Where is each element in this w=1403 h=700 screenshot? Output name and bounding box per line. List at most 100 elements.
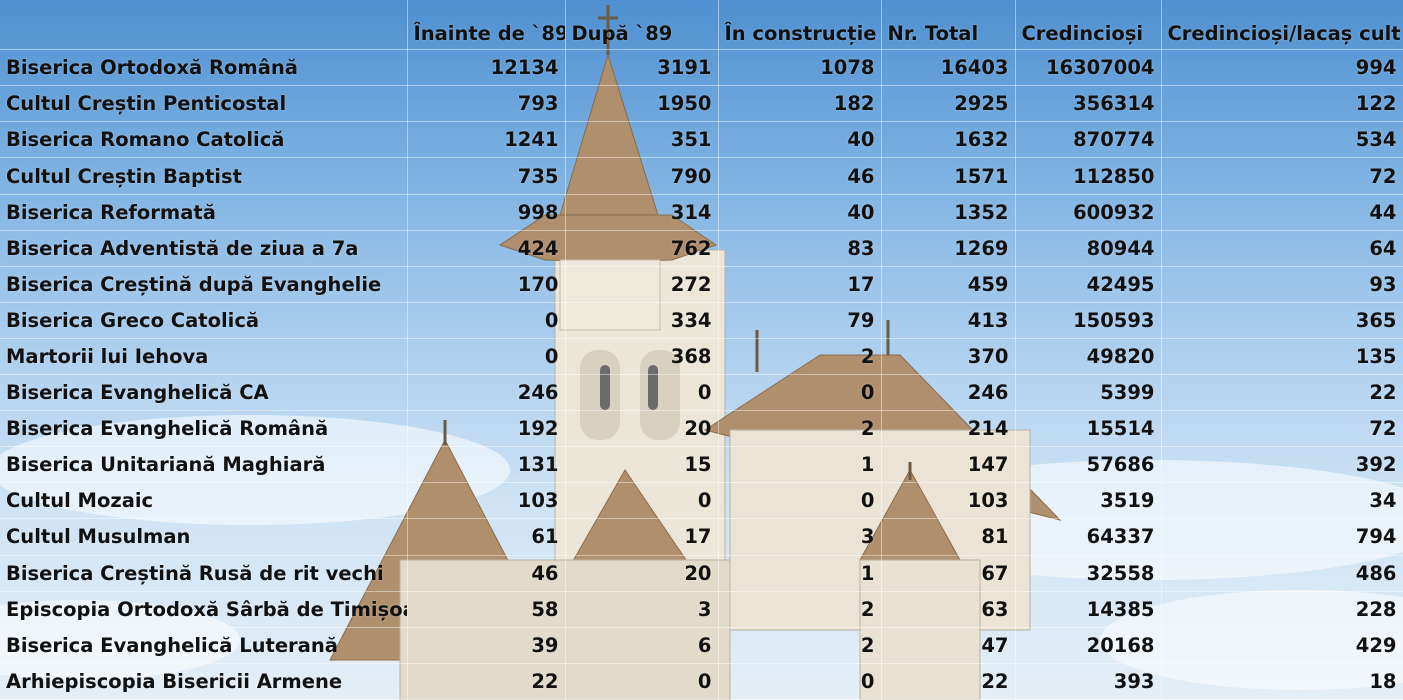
table-row: Biserica Ortodoxă Română 12134 3191 1078 164… <box>0 49 1403 87</box>
value-cell: 46 <box>718 157 882 195</box>
value-cell: 150593 <box>1015 302 1162 339</box>
value-cell: 735 <box>407 157 566 195</box>
denomination-name: Episcopia Ortodoxă Sârbă de Timișoara <box>0 591 408 628</box>
value-cell: 214 <box>881 410 1016 448</box>
denomination-name: Biserica Creștină Rusă de rit vechi <box>0 555 408 592</box>
value-cell: 351 <box>565 121 719 159</box>
value-cell: 334 <box>565 302 719 339</box>
value-cell: 42495 <box>1015 266 1162 303</box>
value-cell: 58 <box>407 591 566 628</box>
denomination-name: Cultul Creștin Baptist <box>0 157 408 195</box>
value-cell: 72 <box>1161 157 1403 195</box>
value-cell: 22 <box>407 663 566 700</box>
denomination-name: Biserica Evanghelică Română <box>0 410 408 448</box>
corner-cell <box>0 0 408 51</box>
value-cell: 61 <box>407 518 566 556</box>
table-row: Arhiepiscopia Bisericii Armene 22 0 0 22 393 1… <box>0 663 1403 700</box>
value-cell: 83 <box>718 230 882 267</box>
denomination-name: Biserica Adventistă de ziua a 7a <box>0 230 408 267</box>
table-row: Episcopia Ortodoxă Sârbă de Timișoara 58 3… <box>0 591 1403 628</box>
denomination-name: Cultul Mozaic <box>0 482 408 520</box>
value-cell: 40 <box>718 121 882 159</box>
value-cell: 49820 <box>1015 338 1162 376</box>
value-cell: 392 <box>1161 446 1403 484</box>
value-cell: 2 <box>718 591 882 628</box>
denomination-name: Arhiepiscopia Bisericii Armene <box>0 663 408 700</box>
value-cell: 192 <box>407 410 566 448</box>
value-cell: 22 <box>1161 374 1403 412</box>
denomination-name: Biserica Greco Catolică <box>0 302 408 339</box>
value-cell: 762 <box>565 230 719 267</box>
value-cell: 1269 <box>881 230 1016 267</box>
value-cell: 20 <box>565 410 719 448</box>
value-cell: 64337 <box>1015 518 1162 556</box>
value-cell: 63 <box>881 591 1016 628</box>
value-cell: 103 <box>881 482 1016 520</box>
value-cell: 3519 <box>1015 482 1162 520</box>
value-cell: 67 <box>881 555 1016 592</box>
value-cell: 998 <box>407 194 566 231</box>
table-row: Cultul Mozaic 103 0 0 103 3519 34 <box>0 482 1403 520</box>
value-cell: 81 <box>881 518 1016 556</box>
value-cell: 2925 <box>881 85 1016 123</box>
table-row: Biserica Unitariană Maghiară 131 15 1 147 576… <box>0 446 1403 484</box>
denomination-name: Biserica Ortodoxă Română <box>0 49 408 87</box>
value-cell: 2 <box>718 410 882 448</box>
value-cell: 1571 <box>881 157 1016 195</box>
value-cell: 147 <box>881 446 1016 484</box>
value-cell: 1078 <box>718 49 882 87</box>
value-cell: 14385 <box>1015 591 1162 628</box>
table-row: Biserica Creștină după Evanghelie 170 272 1… <box>0 266 1403 303</box>
value-cell: 365 <box>1161 302 1403 339</box>
value-cell: 72 <box>1161 410 1403 448</box>
column-header: Înainte de `89 <box>407 0 566 51</box>
denomination-name: Biserica Evanghelică CA <box>0 374 408 412</box>
value-cell: 46 <box>407 555 566 592</box>
value-cell: 3 <box>565 591 719 628</box>
table-row: Biserica Creștină Rusă de rit vechi 46 20 1… <box>0 555 1403 592</box>
value-cell: 3191 <box>565 49 719 87</box>
value-cell: 486 <box>1161 555 1403 592</box>
value-cell: 0 <box>565 374 719 412</box>
value-cell: 64 <box>1161 230 1403 267</box>
value-cell: 20168 <box>1015 627 1162 664</box>
table-row: Cultul Creștin Penticostal 793 1950 182 2925… <box>0 85 1403 123</box>
table-row: Martorii lui Iehova 0 368 2 370 49820 135 <box>0 338 1403 376</box>
value-cell: 2 <box>718 338 882 376</box>
value-cell: 370 <box>881 338 1016 376</box>
value-cell: 1 <box>718 555 882 592</box>
header-row: Înainte de `89 După `89 În construcție Nr. … <box>0 0 1403 51</box>
column-header: Credincioși <box>1015 0 1162 51</box>
value-cell: 429 <box>1161 627 1403 664</box>
value-cell: 34 <box>1161 482 1403 520</box>
denomination-name: Cultul Creștin Penticostal <box>0 85 408 123</box>
table-row: Biserica Reformată 998 314 40 1352 600932 44 <box>0 194 1403 231</box>
value-cell: 424 <box>407 230 566 267</box>
value-cell: 2 <box>718 627 882 664</box>
value-cell: 3 <box>718 518 882 556</box>
value-cell: 131 <box>407 446 566 484</box>
value-cell: 5399 <box>1015 374 1162 412</box>
value-cell: 16403 <box>881 49 1016 87</box>
value-cell: 790 <box>565 157 719 195</box>
value-cell: 1632 <box>881 121 1016 159</box>
value-cell: 39 <box>407 627 566 664</box>
value-cell: 15 <box>565 446 719 484</box>
value-cell: 356314 <box>1015 85 1162 123</box>
value-cell: 18 <box>1161 663 1403 700</box>
column-header: Nr. Total <box>881 0 1016 51</box>
value-cell: 794 <box>1161 518 1403 556</box>
value-cell: 93 <box>1161 266 1403 303</box>
value-cell: 80944 <box>1015 230 1162 267</box>
value-cell: 17 <box>718 266 882 303</box>
value-cell: 246 <box>407 374 566 412</box>
table-row: Cultul Creștin Baptist 735 790 46 1571 112850… <box>0 157 1403 195</box>
value-cell: 314 <box>565 194 719 231</box>
value-cell: 994 <box>1161 49 1403 87</box>
value-cell: 272 <box>565 266 719 303</box>
value-cell: 122 <box>1161 85 1403 123</box>
value-cell: 0 <box>407 338 566 376</box>
value-cell: 6 <box>565 627 719 664</box>
value-cell: 0 <box>718 482 882 520</box>
